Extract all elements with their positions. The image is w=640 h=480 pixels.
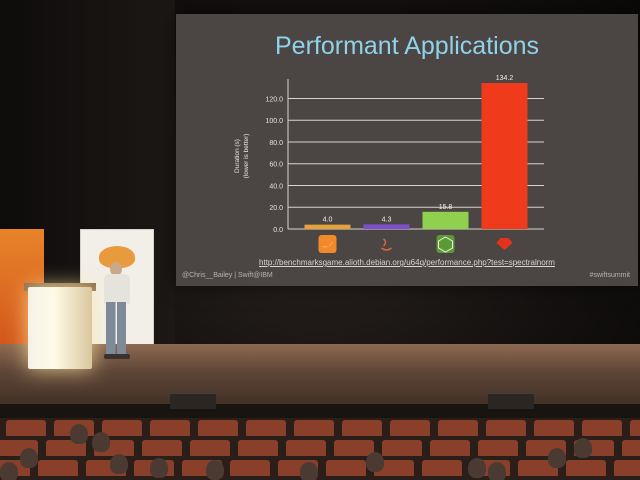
speaker-legs <box>106 302 126 356</box>
speaker-head <box>110 262 122 276</box>
audience-head <box>468 458 486 478</box>
audience-head <box>20 448 38 468</box>
speaker-handle: @Chris__Bailey | Swift@IBM <box>182 272 273 279</box>
audience-head <box>150 458 168 478</box>
audience-head <box>110 454 128 474</box>
auditorium-seat <box>342 420 382 436</box>
bar-swift <box>304 224 351 229</box>
audience-head <box>206 460 224 480</box>
slide-title: Performant Applications <box>274 32 540 60</box>
auditorium-seat <box>566 460 606 476</box>
nodejs-hex-glyph <box>438 236 453 253</box>
bar-nodejs <box>422 211 469 229</box>
auditorium-seat <box>198 420 238 436</box>
audience-head <box>548 448 566 468</box>
audience-head <box>488 462 506 480</box>
speaker-shoes <box>104 354 130 359</box>
auditorium-seat <box>382 440 422 456</box>
nodejs-icon <box>436 235 455 253</box>
auditorium-seat <box>582 420 622 436</box>
audience-head <box>366 452 384 472</box>
data-label: 15.8 <box>439 204 453 211</box>
y-tick-label: 60.0 <box>269 162 283 169</box>
stage-monitor-right <box>488 393 534 409</box>
auditorium-seat <box>374 460 414 476</box>
auditorium-seat <box>230 460 270 476</box>
auditorium-seat <box>390 420 430 436</box>
y-axis-note: (lower is better) <box>243 134 250 179</box>
y-tick-label: 20.0 <box>269 205 283 212</box>
auditorium-seat <box>6 420 46 436</box>
auditorium-seat <box>286 440 326 456</box>
auditorium-seat <box>142 440 182 456</box>
auditorium-seat <box>630 420 640 436</box>
stage-monitor-left <box>170 393 216 409</box>
auditorium-seat <box>102 420 142 436</box>
speaker-body <box>104 274 130 304</box>
auditorium-seat <box>246 420 286 436</box>
auditorium-seat <box>190 440 230 456</box>
data-label: 4.3 <box>382 216 392 223</box>
y-tick-label: 100.0 <box>265 118 283 125</box>
audience-head <box>0 462 18 480</box>
swift-bird-glyph <box>321 241 334 248</box>
audience-head <box>300 462 318 480</box>
auditorium-seat <box>46 440 86 456</box>
y-tick-label: 40.0 <box>269 183 283 190</box>
podium <box>28 287 92 369</box>
auditorium-seat <box>238 440 278 456</box>
auditorium-seat <box>294 420 334 436</box>
auditorium-seat <box>326 460 366 476</box>
ruby-gem-glyph <box>496 238 513 250</box>
audience-head <box>574 438 592 458</box>
projection-screen: Performant Applications 0.0 20.0 40.0 60.0 8… <box>176 14 638 286</box>
auditorium-seat <box>438 420 478 436</box>
auditorium-seat <box>150 420 190 436</box>
y-tick-label: 0.0 <box>273 227 283 234</box>
audience-head <box>70 424 88 444</box>
bar-java <box>363 224 410 229</box>
auditorium-seat <box>614 460 640 476</box>
audience-seating <box>0 418 640 480</box>
auditorium-seat <box>478 440 518 456</box>
y-axis-title: Duration (s) <box>234 139 241 173</box>
data-label: 4.0 <box>323 217 333 224</box>
auditorium-seat <box>334 440 374 456</box>
auditorium-seat <box>486 420 526 436</box>
java-cup-glyph <box>381 238 392 251</box>
y-tick-label: 80.0 <box>269 140 283 147</box>
bar-chart: 0.0 20.0 40.0 60.0 80.0 100.0 120.0 Duration (s… <box>234 75 544 253</box>
bar-ruby <box>481 83 528 229</box>
banner-logo-icon <box>99 246 135 268</box>
event-hashtag: #swiftsummit <box>589 272 630 279</box>
auditorium-seat <box>422 460 462 476</box>
benchmark-link[interactable]: http://benchmarksgame.alioth.debian.org/… <box>259 258 555 267</box>
auditorium-seat <box>38 460 78 476</box>
data-label: 134.2 <box>496 75 514 82</box>
y-tick-label: 120.0 <box>265 96 283 103</box>
swift-icon <box>318 235 337 253</box>
stage-edge <box>0 404 640 418</box>
auditorium-seat <box>430 440 470 456</box>
auditorium-seat <box>622 440 640 456</box>
auditorium-seat <box>534 420 574 436</box>
audience-head <box>92 432 110 452</box>
